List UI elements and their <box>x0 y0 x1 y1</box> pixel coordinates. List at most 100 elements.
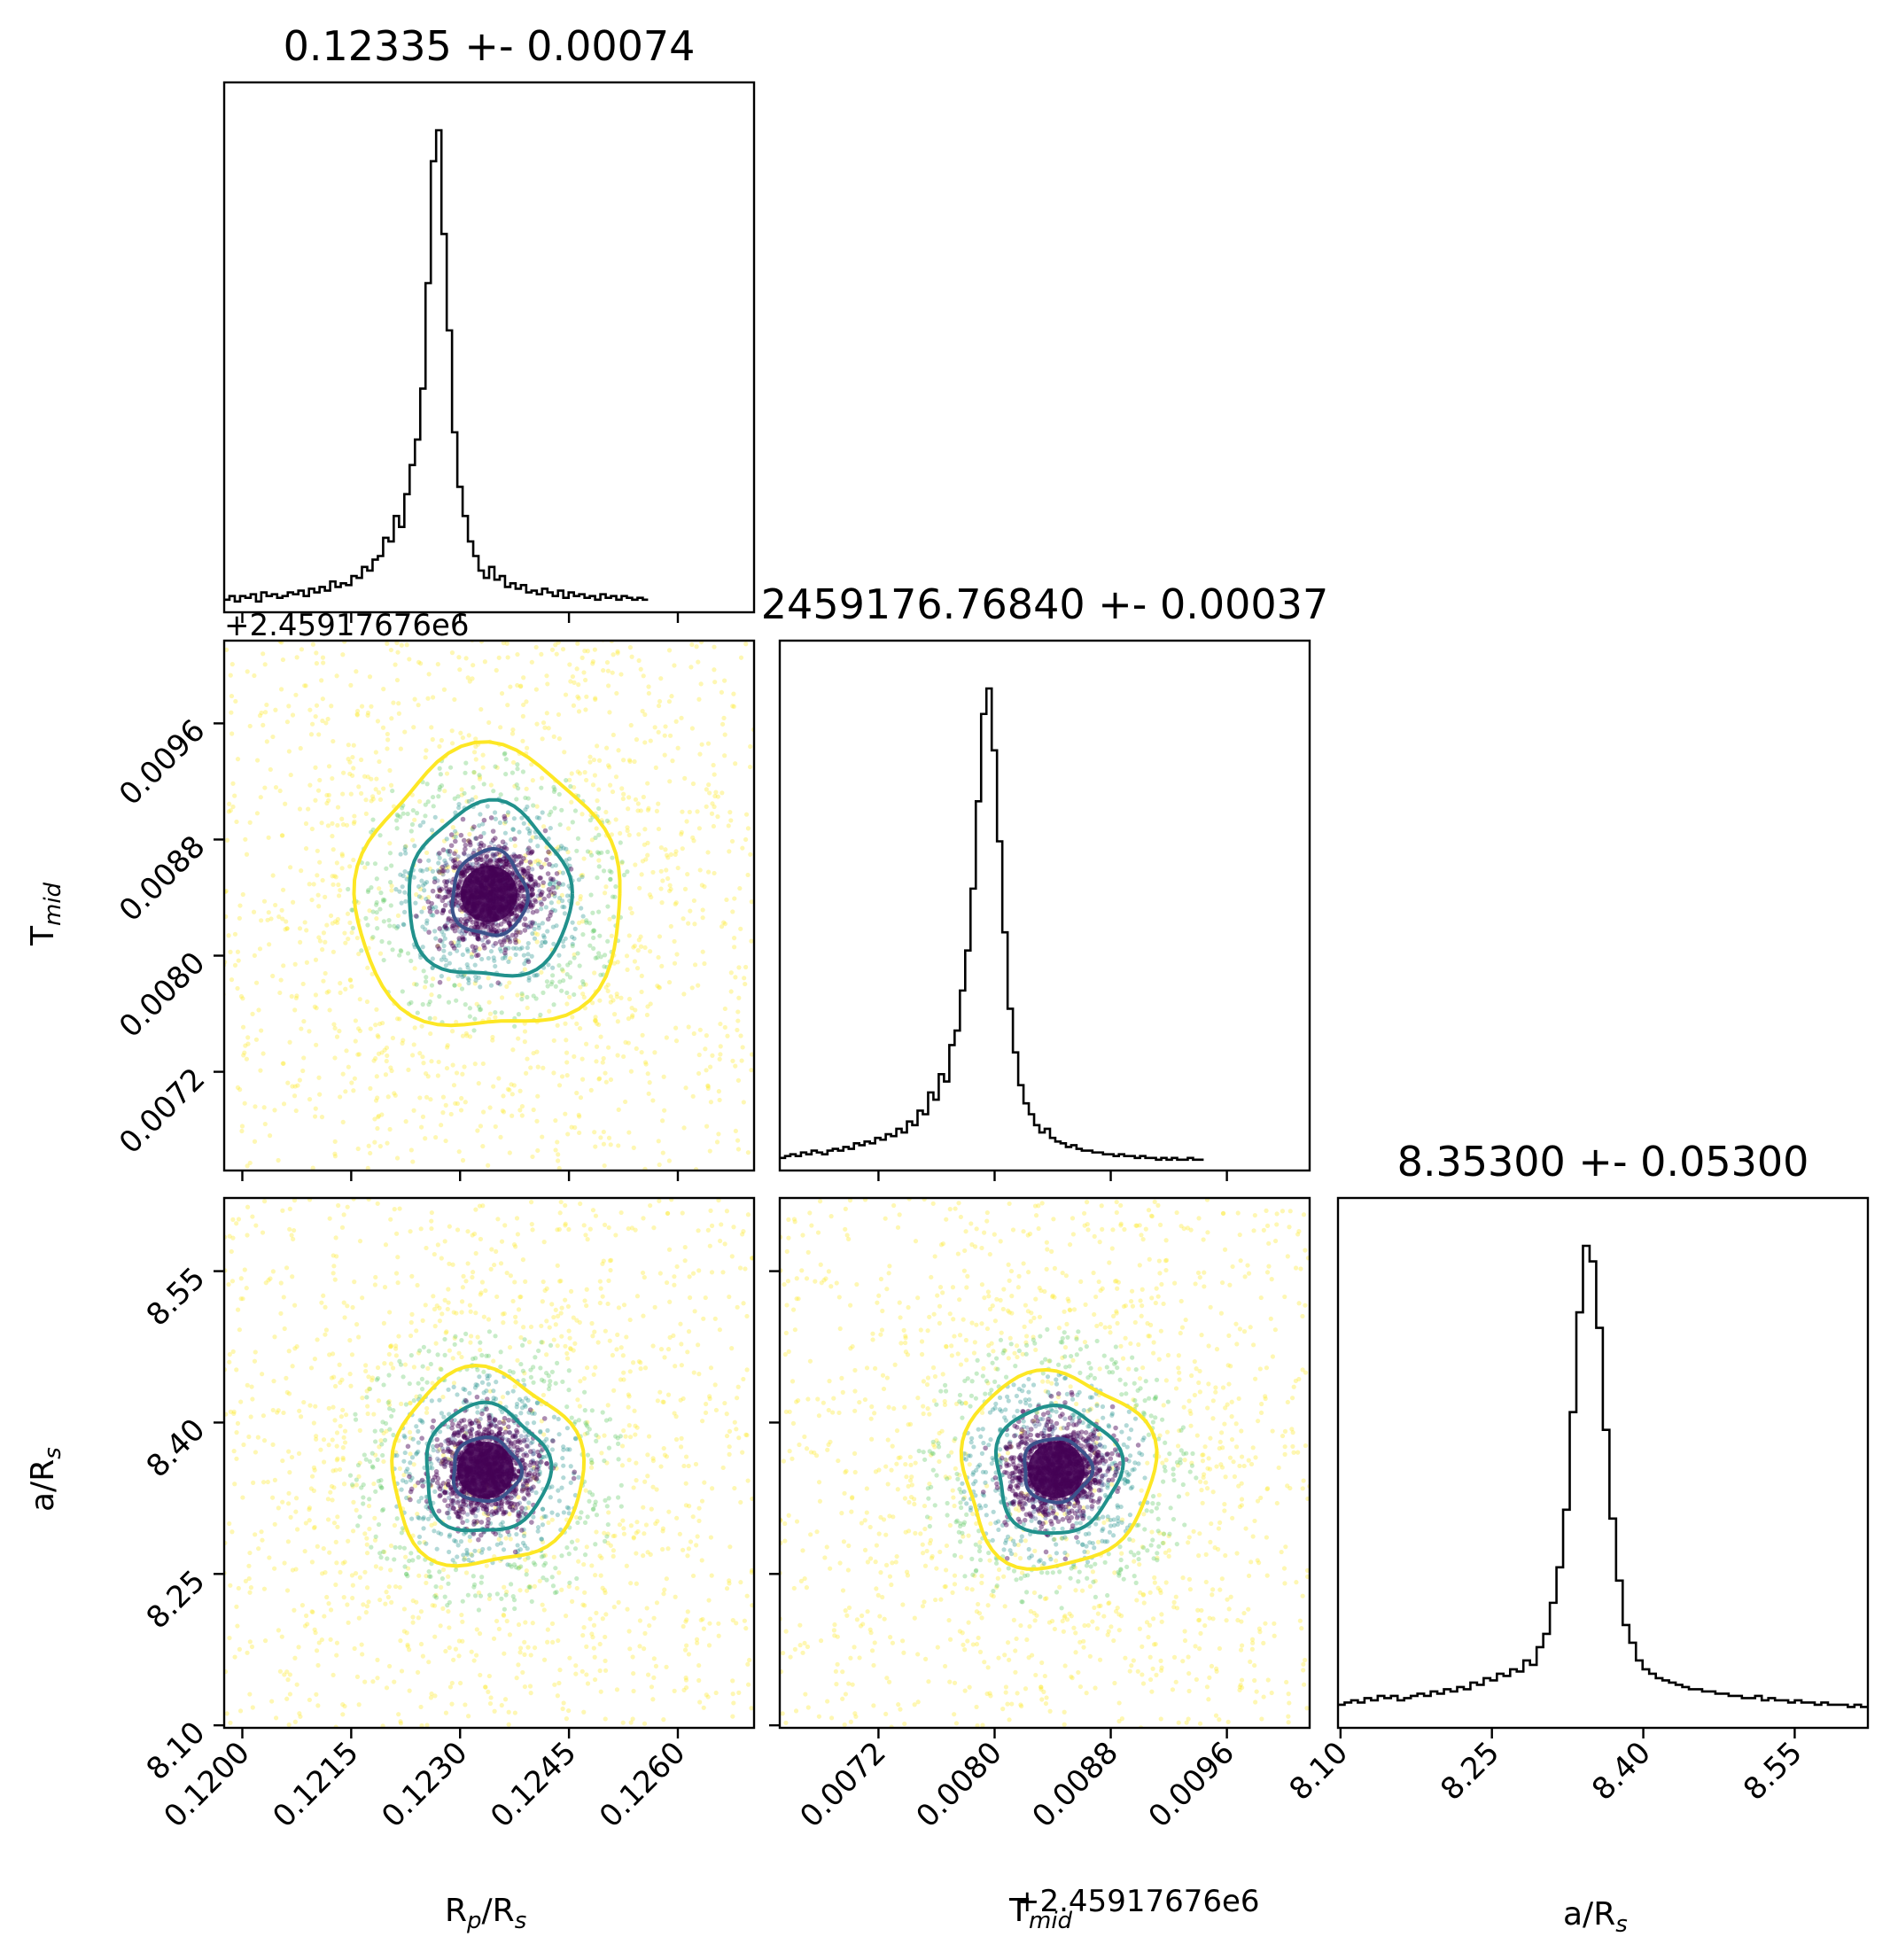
scatter-point <box>590 1492 595 1497</box>
scatter-point <box>547 882 553 887</box>
scatter-point <box>429 992 434 998</box>
scatter-point <box>491 1388 496 1394</box>
scatter-point <box>456 1509 463 1514</box>
scatter-point <box>696 826 702 831</box>
scatter-point <box>694 644 699 649</box>
scatter-point <box>552 787 557 792</box>
scatter-point <box>472 1420 478 1426</box>
scatter-point <box>494 862 501 868</box>
scatter-point <box>538 1365 543 1371</box>
scatter-point <box>596 1077 602 1082</box>
scatter-point <box>452 1335 457 1341</box>
scatter-point <box>516 896 522 901</box>
scatter-point <box>524 1070 529 1076</box>
scatter-point <box>600 1294 605 1299</box>
scatter-point <box>250 1011 255 1016</box>
scatter-point <box>545 1427 550 1433</box>
scatter-point <box>514 906 519 912</box>
scatter-point <box>528 1441 533 1446</box>
scatter-point <box>562 911 568 916</box>
scatter-point <box>615 650 620 656</box>
scatter-point <box>463 1002 468 1007</box>
scatter-point <box>284 1669 290 1675</box>
scatter-point <box>354 712 360 717</box>
scatter-point <box>402 844 408 850</box>
scatter-point <box>438 1623 443 1629</box>
scatter-point <box>506 921 512 926</box>
scatter-point <box>525 924 531 929</box>
scatter-point <box>701 1705 706 1710</box>
scatter-point <box>468 842 473 848</box>
scatter-point <box>374 1007 379 1012</box>
scatter-point <box>456 802 462 807</box>
scatter-point <box>564 846 569 852</box>
scatter-point <box>443 1458 448 1465</box>
scatter-point <box>595 875 600 881</box>
scatter-point <box>534 1049 540 1054</box>
scatter-point <box>680 1547 686 1552</box>
scatter-point <box>575 1537 580 1544</box>
scatter-point <box>593 1499 598 1505</box>
scatter-point <box>517 1108 523 1113</box>
scatter-point <box>389 1068 394 1074</box>
scatter-point <box>373 1439 378 1444</box>
scatter-point <box>439 929 445 934</box>
scatter-point <box>709 1573 714 1578</box>
scatter-point <box>390 788 395 794</box>
scatter-point <box>499 942 505 948</box>
scatter-point <box>245 1650 250 1655</box>
scatter-point <box>437 1397 442 1403</box>
scatter-point <box>445 848 451 853</box>
scatter-point <box>541 1506 546 1512</box>
scatter-point <box>443 1485 448 1490</box>
scatter-point <box>674 952 680 957</box>
scatter-point <box>451 1657 456 1662</box>
scatter-point <box>460 1285 465 1290</box>
scatter-point <box>506 1774 510 1778</box>
scatter-point <box>288 1514 293 1520</box>
scatter-point <box>658 886 664 891</box>
scatter-point <box>642 712 648 718</box>
scatter-point <box>348 682 354 688</box>
scatter-point <box>425 898 432 905</box>
scatter-point <box>506 863 512 868</box>
scatter-point <box>450 1356 455 1361</box>
scatter-point <box>410 807 416 813</box>
scatter-point <box>227 1233 232 1239</box>
scatter-point <box>355 900 361 906</box>
scatter-point <box>380 1452 385 1458</box>
scatter-point <box>231 1449 237 1454</box>
scatter-point <box>526 1500 532 1505</box>
scatter-point <box>516 1566 521 1571</box>
scatter-point <box>486 1317 492 1322</box>
scatter-point <box>486 1414 492 1420</box>
scatter-point <box>588 1087 594 1093</box>
scatter-point <box>248 1585 253 1591</box>
scatter-point <box>436 885 441 891</box>
scatter-point <box>471 663 476 668</box>
scatter-point <box>364 1542 369 1547</box>
scatter-point <box>618 1504 624 1509</box>
scatter-point <box>338 1414 344 1419</box>
scatter-point <box>678 1321 683 1326</box>
scatter-point <box>518 1361 524 1367</box>
scatter-point <box>523 1620 528 1625</box>
scatter-point <box>235 985 240 992</box>
scatter-point <box>597 998 603 1003</box>
scatter-point <box>593 835 598 841</box>
scatter-point <box>672 1411 677 1416</box>
scatter-point <box>637 1618 643 1623</box>
scatter-point <box>549 1517 555 1522</box>
scatter-point <box>556 1488 561 1493</box>
scatter-point <box>463 1397 468 1403</box>
scatter-point <box>451 945 457 951</box>
scatter-point <box>472 836 478 841</box>
scatter-point <box>356 1615 362 1621</box>
scatter-point <box>722 1024 727 1031</box>
scatter-point <box>328 913 334 919</box>
scatter-point <box>587 754 593 759</box>
scatter-point <box>605 668 611 673</box>
scatter-point <box>456 936 463 941</box>
scatter-point <box>534 1118 540 1124</box>
scatter-point <box>265 917 270 922</box>
